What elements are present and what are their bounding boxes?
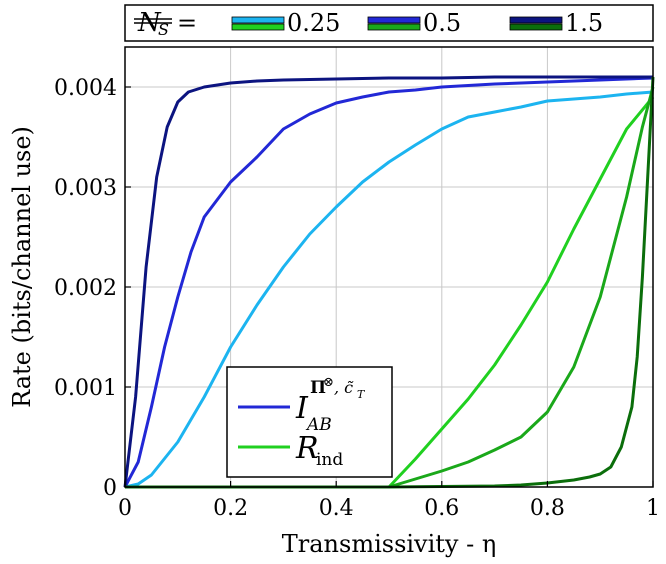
mutual-info-series-ns-0_5 [123,76,654,488]
svg-text:⊗: ⊗ [323,375,334,390]
y-tick-label: 0.001 [54,376,117,401]
top-legend-swatch-i [367,16,421,24]
y-axis-label: Rate (bits/channel use) [8,126,36,408]
mutual-info-series-ns-1_5 [123,75,653,488]
inner-legend-label-r: R ind [295,431,343,470]
top-legend-label: 0.25 [287,9,340,37]
x-tick-label: 0.4 [319,496,354,521]
x-tick-label: 0.2 [213,496,248,521]
y-tick-label: 0.004 [54,76,117,101]
top-legend-swatch-r [367,23,421,31]
top-legend: N S = 0.25 0.5 1.5 [124,4,654,42]
y-tick-label: 0.002 [54,276,117,301]
svg-text:R: R [295,431,319,466]
top-legend-swatch-i [231,16,285,24]
ns-equals: = [177,9,197,37]
y-tick-label: 0 [103,476,117,501]
y-tick-label: 0.003 [54,176,117,201]
svg-text:Π: Π [310,378,326,398]
x-tick-label: 1 [646,496,660,521]
rind-series-ns-0_25 [125,96,655,489]
top-legend-label: 1.5 [565,9,603,37]
svg-text:T: T [357,388,366,401]
inner-legend-label-i: I AB Π ⊗ , c̃ T [295,375,366,435]
svg-text:, c̃: , c̃ [334,378,354,397]
ticks: 0 0.2 0.4 0.6 0.8 1 0 0.001 0.002 0.003 0.004 [54,76,660,521]
x-axis-label: Transmissivity - η [282,530,497,558]
svg-text:AB: AB [305,415,332,435]
mutual-info-series-ns-0_25 [124,90,654,489]
inner-legend: I AB Π ⊗ , c̃ T R ind [226,366,393,478]
inner-legend-frame [226,366,393,478]
top-legend-swatch-r [509,23,563,31]
top-legend-swatch-r [231,23,285,31]
rind-series-ns-0_5 [125,86,655,489]
x-tick-label: 0 [118,496,132,521]
top-legend-label: 0.5 [423,9,461,37]
top-legend-prefix: N S = [134,8,197,39]
top-legend-swatch-i [509,16,563,24]
plot-frame [124,46,654,488]
ns-subscript: S [158,20,169,39]
svg-text:I: I [295,391,309,426]
x-tick-label: 0.8 [530,496,565,521]
svg-text:ind: ind [316,450,343,470]
x-tick-label: 0.6 [424,496,459,521]
